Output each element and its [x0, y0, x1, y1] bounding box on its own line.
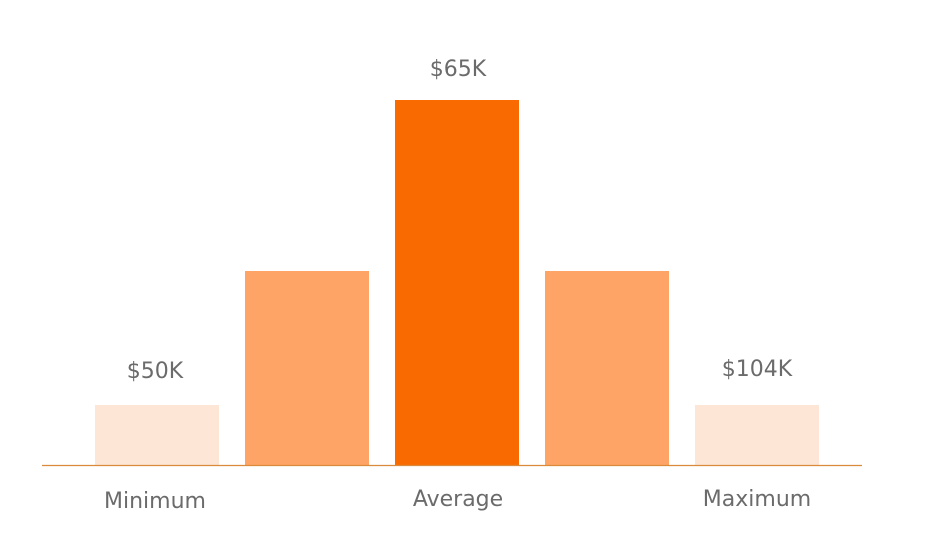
bar	[395, 100, 519, 465]
bar	[95, 405, 219, 465]
bar	[245, 271, 369, 465]
marker-label: Average	[413, 487, 503, 512]
amount-label: $104K	[722, 357, 793, 382]
bar	[545, 271, 669, 465]
bar	[695, 405, 819, 465]
marker-label: Minimum	[104, 489, 206, 514]
amount-label: $65K	[430, 57, 487, 82]
amount-label: $50K	[127, 359, 184, 384]
marker-label: Maximum	[703, 487, 811, 512]
